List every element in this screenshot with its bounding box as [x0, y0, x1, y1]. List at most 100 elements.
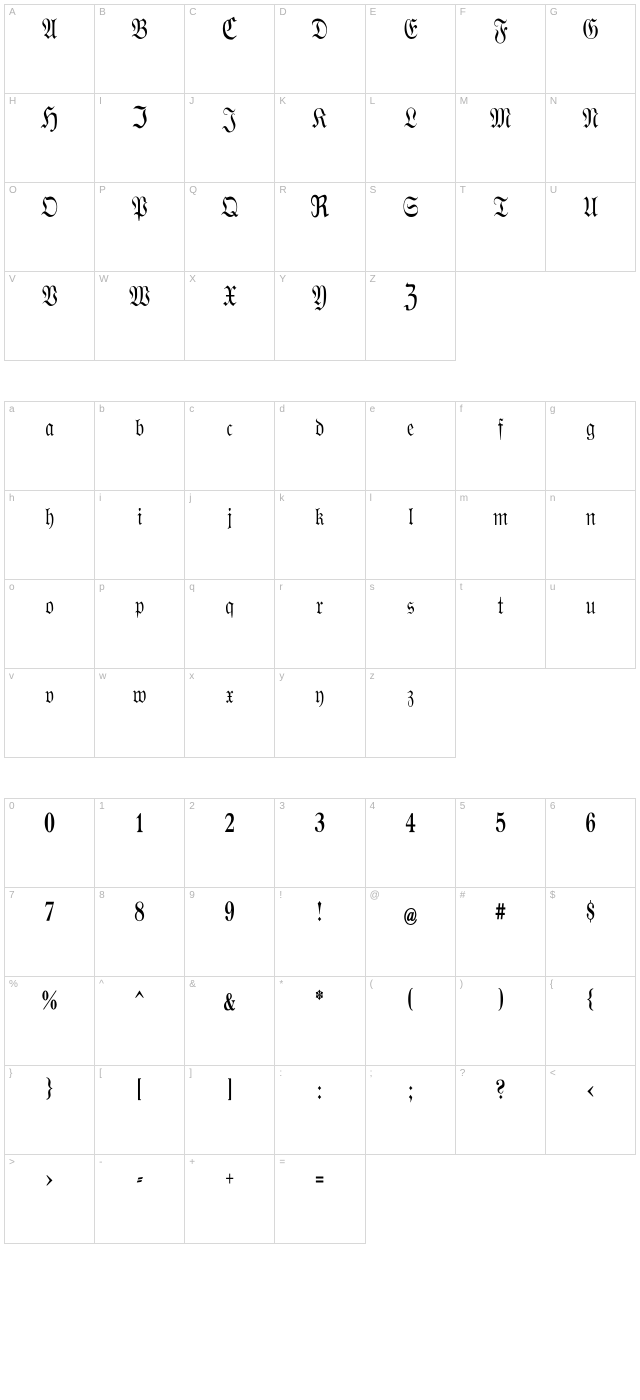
glyph-cell: r𝔯: [275, 580, 365, 669]
glyph-label: <: [550, 1068, 556, 1079]
glyph-display: 𝔚: [105, 280, 175, 316]
glyph-display: 0: [15, 809, 85, 843]
glyph-cell: Cℭ: [185, 5, 275, 94]
glyph-label: {: [550, 979, 553, 990]
glyph-display: 𝔵: [195, 681, 265, 712]
glyph-display: ›: [15, 1165, 85, 1199]
glyph-cell: X𝔛: [185, 272, 275, 361]
glyph-cell: Y𝔜: [275, 272, 365, 361]
glyph-display: 𝔔: [195, 191, 265, 227]
glyph-label: t: [460, 582, 463, 593]
glyph-display: 𝔇: [285, 13, 355, 49]
glyph-display: 𝔢: [375, 414, 445, 445]
glyph-label: g: [550, 404, 556, 415]
glyph-cell: q𝔮: [185, 580, 275, 669]
glyph-cell: k𝔨: [275, 491, 365, 580]
glyph-cell: v𝔳: [5, 669, 95, 758]
glyph-cell: i𝔦: [95, 491, 185, 580]
glyph-display: 𝔫: [556, 503, 626, 534]
glyph-display: 7: [15, 898, 85, 932]
glyph-display: 𝔞: [15, 414, 85, 445]
glyph-cell: W𝔚: [95, 272, 185, 361]
glyph-label: (: [370, 979, 373, 990]
glyph-cell: B𝔅: [95, 5, 185, 94]
glyph-label: *: [279, 979, 283, 990]
glyph-display: 𝔤: [556, 414, 626, 445]
glyph-display: ;: [375, 1076, 445, 1110]
glyph-label: ?: [460, 1068, 466, 1079]
glyph-display: 𝔬: [15, 592, 85, 623]
glyph-label: j: [189, 493, 191, 504]
glyph-cell: 66: [546, 799, 636, 888]
glyph-cell: ++: [185, 1155, 275, 1244]
glyph-display: 3: [285, 809, 355, 843]
glyph-display: }: [15, 1076, 85, 1110]
glyph-cell: &&: [185, 977, 275, 1066]
glyph-label: r: [279, 582, 282, 593]
glyph-cell: b𝔟: [95, 402, 185, 491]
glyph-display: 𝔅: [105, 13, 175, 49]
glyph-cell-empty: [546, 1155, 636, 1244]
glyph-cell-empty: [456, 1155, 546, 1244]
glyph-label: 7: [9, 890, 15, 901]
glyph-cell: e𝔢: [366, 402, 456, 491]
glyph-display: 𝔡: [285, 414, 355, 445]
glyph-display: 𝔟: [105, 414, 175, 445]
glyph-label: ]: [189, 1068, 192, 1079]
glyph-label: k: [279, 493, 284, 504]
glyph-cell: E𝔈: [366, 5, 456, 94]
glyph-display: 𝔐: [466, 102, 536, 138]
glyph-display: ^: [105, 987, 175, 1021]
glyph-cell: >›: [5, 1155, 95, 1244]
glyph-label: f: [460, 404, 463, 415]
glyph-label: 4: [370, 801, 376, 812]
glyph-cell: @@: [366, 888, 456, 977]
glyph-cell: Q𝔔: [185, 183, 275, 272]
glyph-label: #: [460, 890, 466, 901]
glyph-display: ℜ: [285, 191, 355, 227]
glyph-display: 5: [466, 809, 536, 843]
glyph-display: ?: [466, 1076, 536, 1110]
glyph-cell: N𝔑: [546, 94, 636, 183]
glyph-cell-empty: [366, 1155, 456, 1244]
glyph-display: 𝔠: [195, 414, 265, 445]
glyph-cell: --: [95, 1155, 185, 1244]
glyph-display: 𝔳: [15, 681, 85, 712]
glyph-display: 𝔥: [15, 503, 85, 534]
glyph-label: }: [9, 1068, 12, 1079]
glyph-label: J: [189, 96, 194, 107]
glyph-cell: !!: [275, 888, 365, 977]
glyph-display: $: [556, 898, 626, 932]
glyph-cell: o𝔬: [5, 580, 95, 669]
glyph-cell: 55: [456, 799, 546, 888]
glyph-display: 𝔮: [195, 592, 265, 623]
glyph-label: u: [550, 582, 556, 593]
glyph-cell-empty: [456, 669, 546, 758]
glyph-cell-empty: [546, 272, 636, 361]
glyph-display: 𝔉: [466, 13, 536, 49]
glyph-label: 5: [460, 801, 466, 812]
glyph-display: (: [375, 987, 445, 1021]
glyph-cell: ]]: [185, 1066, 275, 1155]
glyph-display: 𝔴: [105, 681, 175, 712]
glyph-cell: ::: [275, 1066, 365, 1155]
glyph-display: 𝔈: [375, 13, 445, 49]
glyph-cell: U𝔘: [546, 183, 636, 272]
glyph-display: ℑ: [105, 102, 175, 138]
glyph-cell: n𝔫: [546, 491, 636, 580]
glyph-display: 𝔜: [285, 280, 355, 316]
glyph-display: 𝔛: [195, 280, 265, 316]
glyph-cell: w𝔴: [95, 669, 185, 758]
glyph-cell: L𝔏: [366, 94, 456, 183]
glyph-display: 𝔎: [285, 102, 355, 138]
glyph-cell: z𝔷: [366, 669, 456, 758]
glyph-display: 𝔗: [466, 191, 536, 227]
glyph-cell: s𝔰: [366, 580, 456, 669]
glyph-cell: **: [275, 977, 365, 1066]
glyph-display: 𝔶: [285, 681, 355, 712]
glyph-cell: M𝔐: [456, 94, 546, 183]
glyph-label: ;: [370, 1068, 373, 1079]
glyph-label: a: [9, 404, 15, 415]
glyph-display: !: [285, 898, 355, 932]
glyph-cell: 11: [95, 799, 185, 888]
